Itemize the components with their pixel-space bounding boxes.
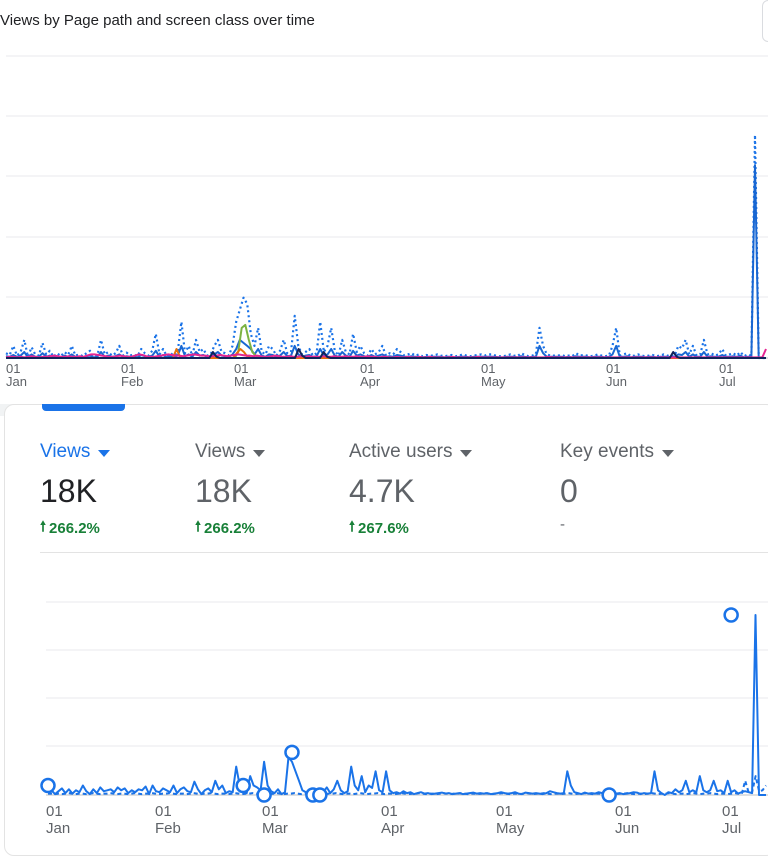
x-tick-month: Jul	[719, 374, 736, 389]
metric-label: Active users	[349, 441, 453, 462]
data-point-marker	[256, 787, 272, 803]
data-point-marker	[40, 777, 56, 794]
metric-label: Key events	[560, 441, 654, 462]
metric-change: 🠕 267.6%	[349, 516, 472, 540]
x-tick-day: 01	[496, 803, 513, 820]
metrics-card	[4, 404, 768, 856]
x-tick-month: Feb	[121, 374, 143, 389]
metrics-divider	[40, 552, 768, 553]
metric-key-events-selector[interactable]: Key events	[560, 440, 674, 464]
active-tab-indicator	[42, 404, 125, 411]
x-tick-month: Mar	[262, 820, 288, 837]
x-tick-month: Apr	[360, 374, 381, 389]
metric-value: 18K	[40, 473, 97, 509]
x-tick-month: Apr	[381, 820, 404, 837]
chevron-down-icon[interactable]	[662, 449, 674, 457]
x-tick-month: Feb	[155, 820, 181, 837]
metric-active-users-selector[interactable]: Active users	[349, 440, 473, 464]
x-tick-day: 01	[615, 803, 632, 820]
x-tick-month: Jun	[606, 374, 627, 389]
x-tick-day: 01	[262, 803, 279, 820]
chevron-down-icon[interactable]	[253, 449, 266, 457]
series-line-page-e	[6, 348, 766, 359]
metric-views-secondary[interactable]: Views 18K 🠕 266.2%	[195, 440, 266, 540]
metric-label: Views	[195, 441, 246, 462]
x-tick-day: 01	[46, 803, 63, 820]
metric-change-value: 267.6%	[358, 519, 409, 537]
metric-value: 4.7K	[349, 473, 415, 509]
x-tick-day: 01	[234, 361, 248, 376]
data-point-marker	[312, 787, 328, 803]
views-by-page-path-card: Views by Page path and screen class over…	[0, 0, 768, 404]
data-point-marker	[601, 787, 617, 803]
x-tick-month: Jun	[615, 820, 639, 837]
series-line-page-a	[5, 164, 766, 359]
x-tick-day: 01	[481, 361, 495, 376]
x-tick-month: May	[496, 820, 525, 837]
card-options-button[interactable]	[762, 0, 768, 42]
metric-change: 🠕 266.2%	[195, 516, 265, 540]
metric-views-primary[interactable]: Views 18K 🠕 266.2%	[40, 440, 111, 540]
x-tick-month: May	[481, 374, 506, 389]
x-tick-day: 01	[121, 361, 135, 376]
data-point-marker	[723, 607, 739, 623]
arrow-up-icon: 🠕	[40, 518, 47, 534]
x-tick-day: 01	[719, 361, 733, 376]
x-tick-day: 01	[6, 361, 20, 376]
metric-views-selector[interactable]: Views	[40, 440, 111, 464]
metric-value: 0	[560, 473, 578, 509]
metric-label: Views	[40, 441, 91, 462]
series-line-views	[47, 614, 766, 796]
metric-change: 🠕 266.2%	[40, 516, 110, 540]
x-tick-day: 01	[722, 803, 739, 820]
series-line-page-b	[6, 323, 766, 359]
chevron-down-icon[interactable]	[460, 449, 473, 457]
x-tick-day: 01	[155, 803, 172, 820]
x-tick-month: Mar	[234, 374, 257, 389]
series-line-total	[5, 133, 766, 360]
card-title: Views by Page path and screen class over…	[0, 12, 315, 29]
chevron-down-icon[interactable]	[98, 449, 111, 457]
metric-change-value: 266.2%	[49, 519, 100, 537]
x-tick-month: Jan	[6, 374, 27, 389]
x-tick-month: Jan	[46, 820, 70, 837]
x-tick-month: Jul	[722, 820, 741, 837]
arrow-up-icon: 🠕	[349, 518, 356, 534]
arrow-up-icon: 🠕	[195, 518, 202, 534]
metric-change-value: -	[560, 516, 565, 533]
x-tick-day: 01	[360, 361, 374, 376]
metric-key-events[interactable]: Key events 0 -	[560, 440, 674, 533]
data-point-marker	[284, 744, 300, 761]
series-line-views-comparison-	[48, 775, 767, 796]
metric-views-selector-2[interactable]: Views	[195, 440, 266, 464]
metric-change-value: 266.2%	[204, 519, 255, 537]
x-tick-day: 01	[606, 361, 620, 376]
data-point-marker	[235, 777, 251, 794]
metric-change: -	[560, 516, 674, 533]
metric-value: 18K	[195, 473, 252, 509]
x-tick-day: 01	[381, 803, 398, 820]
metric-active-users[interactable]: Active users 4.7K 🠕 267.6%	[349, 440, 473, 540]
